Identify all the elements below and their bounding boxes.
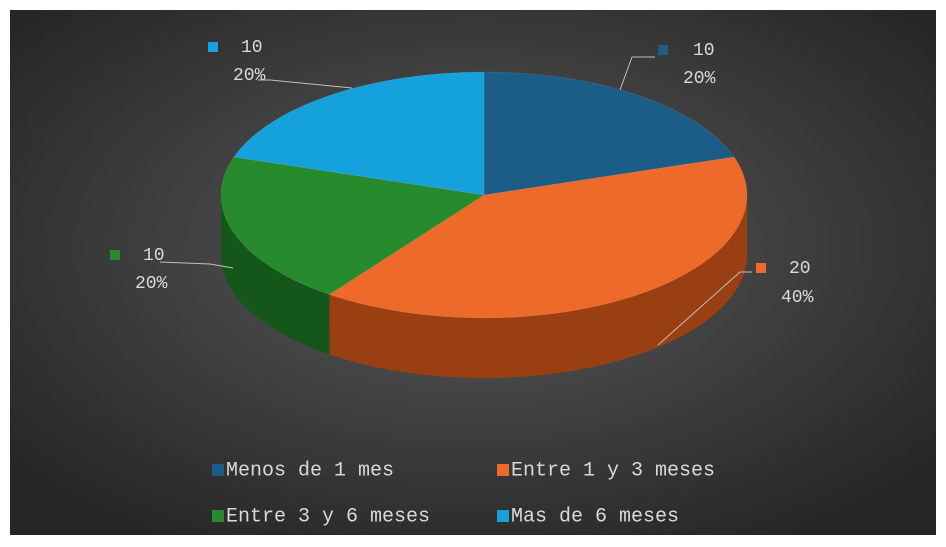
- pie-slice: [328, 156, 748, 319]
- pie-slice: [220, 156, 485, 295]
- pie-side: [221, 195, 330, 355]
- label-key: [756, 263, 766, 273]
- pie-side: [329, 195, 747, 378]
- label-key: [110, 250, 120, 260]
- data-label: 10: [143, 246, 165, 266]
- legend-label: Entre 1 y 3 meses: [511, 459, 715, 482]
- legend-label: Entre 3 y 6 meses: [226, 505, 430, 528]
- legend-swatch: [497, 464, 509, 476]
- percent-label: 20%: [683, 69, 716, 89]
- data-label: 10: [693, 41, 715, 61]
- pie-slice: [483, 71, 735, 196]
- leader-line: [258, 79, 353, 89]
- leader-line: [619, 56, 655, 91]
- label-key: [208, 42, 218, 52]
- legend-swatch: [212, 464, 224, 476]
- data-label: 20: [789, 259, 811, 279]
- percent-label: 40%: [781, 288, 814, 308]
- legend-swatch: [497, 510, 509, 522]
- pie-slice: [233, 71, 485, 196]
- legend-label: Mas de 6 meses: [511, 505, 679, 528]
- leader-line: [657, 271, 752, 346]
- data-label: 10: [241, 38, 263, 58]
- label-key: [658, 45, 668, 55]
- percent-label: 20%: [233, 66, 266, 86]
- leader-line: [159, 261, 234, 269]
- percent-label: 20%: [135, 274, 168, 294]
- legend-swatch: [212, 510, 224, 522]
- legend-label: Menos de 1 mes: [226, 459, 394, 482]
